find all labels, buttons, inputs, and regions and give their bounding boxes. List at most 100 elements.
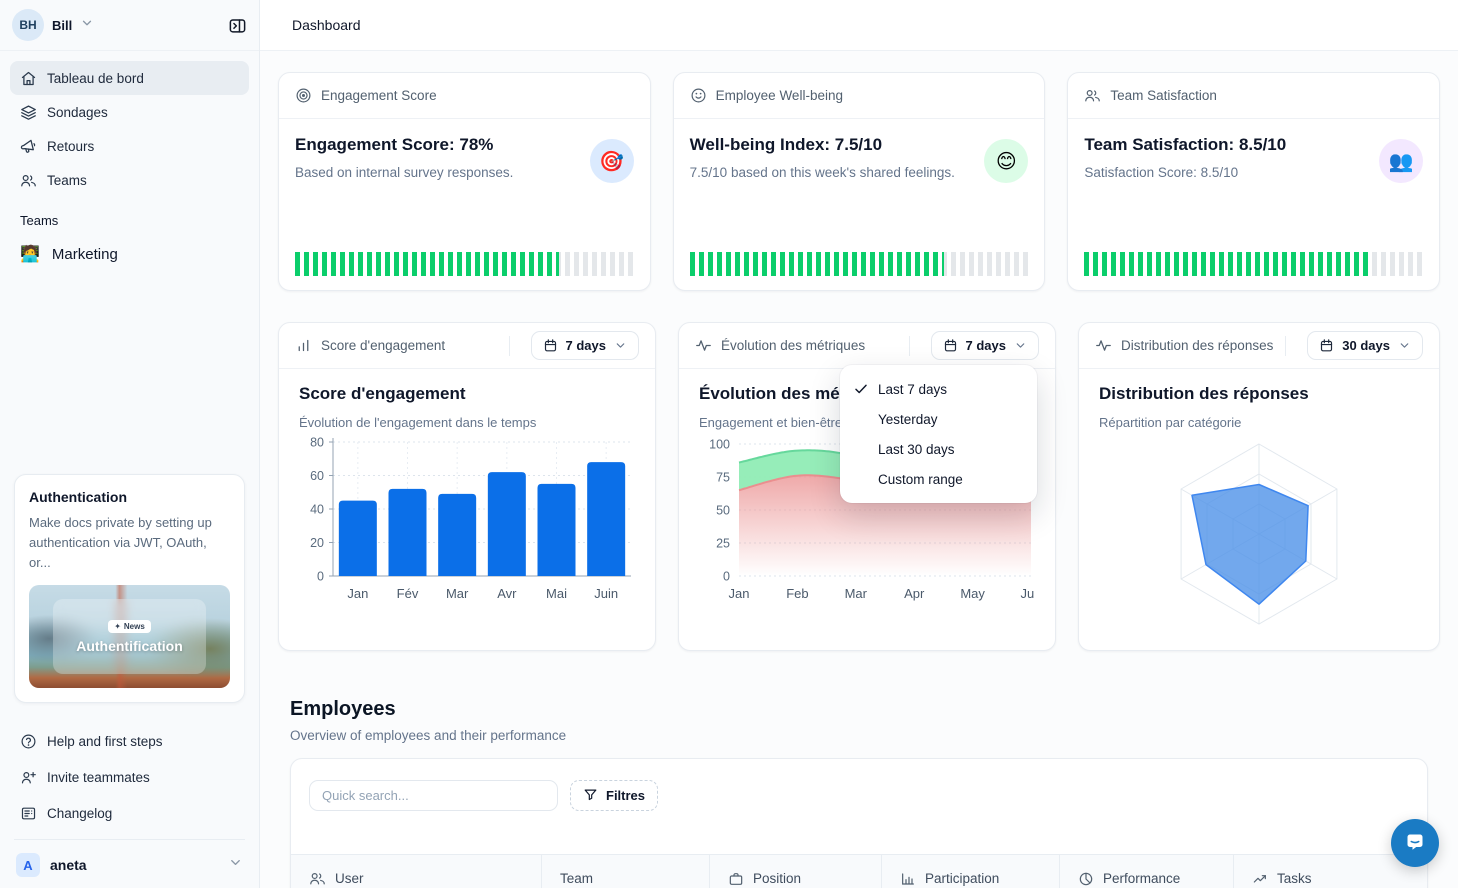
date-range-button[interactable]: 7 days	[930, 331, 1039, 360]
svg-text:50: 50	[716, 504, 730, 518]
users-icon	[20, 172, 37, 189]
target-emoji-badge: 🎯	[589, 139, 634, 183]
column-header-label: Performance	[1103, 871, 1181, 886]
promo-description: Make docs private by setting up authenti…	[29, 514, 212, 570]
chart-card-header-label: Évolution des métriques	[721, 338, 866, 353]
divider	[908, 335, 910, 356]
quick-search-input[interactable]	[309, 780, 558, 811]
column-header-position[interactable]: Position	[709, 855, 881, 888]
user-name[interactable]: Bill	[52, 17, 73, 33]
promo-title: Authentication	[29, 488, 127, 505]
content: Engagement Score Engagement Score: 78% B…	[260, 51, 1458, 888]
stat-card-satisfaction: Team Satisfaction Team Satisfaction: 8.5…	[1067, 72, 1440, 291]
stat-title: Engagement Score: 78%	[295, 135, 494, 154]
users-icon	[309, 870, 326, 887]
column-header-label: Tasks	[1277, 871, 1312, 886]
promo-card-authentication[interactable]: Authentication Make docs private by sett…	[14, 473, 245, 703]
filters-button[interactable]: Filtres	[570, 780, 659, 811]
dropdown-item-last-30-days[interactable]: Last 30 days	[840, 434, 1037, 464]
svg-text:25: 25	[716, 537, 730, 551]
svg-text:60: 60	[310, 469, 324, 483]
sidebar-item-changelog[interactable]: Changelog	[10, 795, 249, 831]
svg-text:Mar: Mar	[446, 586, 469, 601]
main-area: Dashboard Engagement Score Engagement Sc…	[260, 0, 1458, 888]
sidebar-item-label: Retours	[47, 138, 95, 154]
svg-text:0: 0	[723, 570, 730, 584]
bar-chart-icon	[295, 337, 312, 354]
svg-text:Mar: Mar	[845, 586, 868, 601]
sidebar-collapse-button[interactable]	[228, 16, 247, 35]
chart-title: Distribution des réponses	[1099, 384, 1309, 403]
sidebar-item-help-and-first-steps[interactable]: Help and first steps	[10, 723, 249, 759]
chevron-down-icon[interactable]	[80, 16, 94, 35]
workspace-name: aneta	[50, 857, 87, 873]
sidebar-item-tableau-de-bord[interactable]: Tableau de bord	[10, 61, 249, 95]
promo-image-caption: Authentification	[76, 637, 183, 654]
svg-text:75: 75	[716, 471, 730, 485]
dropdown-item-label: Last 7 days	[878, 381, 948, 397]
sparkle-icon: ✦	[114, 621, 121, 631]
stat-title: Team Satisfaction: 8.5/10	[1084, 135, 1287, 154]
sidebar-item-invite-teammates[interactable]: Invite teammates	[10, 759, 249, 795]
dropdown-item-custom-range[interactable]: Custom range	[840, 464, 1037, 494]
column-header-label: Participation	[925, 871, 1000, 886]
svg-text:Jan: Jan	[347, 586, 368, 601]
radar-chart	[1180, 443, 1338, 625]
chart-subtitle: Engagement et bien-être	[699, 415, 843, 430]
svg-text:Juin: Juin	[594, 586, 618, 601]
chart-cards-row: Score d'engagement 7 days	[278, 322, 1440, 651]
changelog-icon	[20, 805, 37, 822]
smile-icon	[690, 87, 707, 104]
chart-title: Score d'engagement	[299, 384, 466, 403]
svg-text:Fév: Fév	[397, 586, 419, 601]
workspace-switcher[interactable]: A aneta	[0, 842, 259, 888]
promo-image: ✦ News Authentification	[29, 585, 230, 688]
dropdown-item-label: Last 30 days	[878, 441, 955, 457]
user-avatar[interactable]: BH	[12, 9, 44, 41]
stat-subtitle: Based on internal survey responses.	[295, 165, 514, 180]
pulse-icon	[695, 337, 712, 354]
sidebar: BH Bill Tableau de bord Sondages Retours Te…	[0, 0, 260, 888]
smile-emoji-badge: 😊	[984, 139, 1029, 183]
date-range-button[interactable]: 7 days	[530, 331, 639, 360]
sidebar-footer-nav: Help and first steps Invite teammates Chan…	[0, 715, 259, 837]
employees-section: Employees Overview of employees and thei…	[290, 698, 1428, 888]
column-header-tasks[interactable]: Tasks	[1233, 855, 1427, 888]
segmented-progress-bar	[1084, 252, 1423, 276]
help-icon	[20, 733, 37, 750]
column-header-participation[interactable]: Participation	[881, 855, 1059, 888]
chart-subtitle: Répartition par catégorie	[1099, 415, 1242, 430]
sidebar-item-label: Tableau de bord	[47, 70, 144, 86]
sidebar-item-teams[interactable]: Teams	[10, 163, 249, 197]
column-header-performance[interactable]: Performance	[1059, 855, 1233, 888]
sidebar-item-sondages[interactable]: Sondages	[10, 95, 249, 129]
chat-launcher-button[interactable]	[1391, 819, 1439, 867]
sidebar-header: BH Bill	[0, 0, 259, 51]
column-header-user[interactable]: User	[291, 855, 541, 888]
sidebar-item-retours[interactable]: Retours	[10, 129, 249, 163]
stat-subtitle: Satisfaction Score: 8.5/10	[1084, 165, 1239, 180]
check-icon	[853, 381, 869, 397]
employees-title: Employees	[290, 698, 396, 720]
target-icon	[295, 87, 312, 104]
sidebar-item-label: Changelog	[47, 805, 113, 821]
team-label: Marketing	[51, 245, 118, 263]
table-toolbar: Filtres	[291, 759, 1427, 811]
dropdown-item-yesterday[interactable]: Yesterday	[840, 404, 1037, 434]
sidebar-nav: Tableau de bord Sondages Retours Teams	[0, 51, 259, 197]
date-range-button[interactable]: 30 days	[1307, 331, 1423, 360]
people-emoji-badge: 👥	[1378, 139, 1423, 183]
divider	[1285, 335, 1287, 356]
chart-card-response-distribution: Distribution des réponses 30 days	[1078, 322, 1440, 651]
segmented-progress-bar	[295, 252, 634, 276]
column-header-team[interactable]: Team	[541, 855, 709, 888]
svg-text:40: 40	[310, 503, 324, 517]
divider	[14, 839, 245, 840]
team-item-marketing[interactable]: 🧑‍💻 Marketing	[10, 236, 249, 272]
dropdown-item-last-7-days[interactable]: Last 7 days	[840, 374, 1037, 404]
topbar: Dashboard	[260, 0, 1458, 51]
bar-chart-icon	[900, 871, 916, 887]
chart-card-header-label: Distribution des réponses	[1121, 338, 1274, 353]
chart-card-engagement-score: Score d'engagement 7 days	[278, 322, 656, 651]
table-header-row: User Team Position Participation Performance…	[291, 854, 1427, 888]
